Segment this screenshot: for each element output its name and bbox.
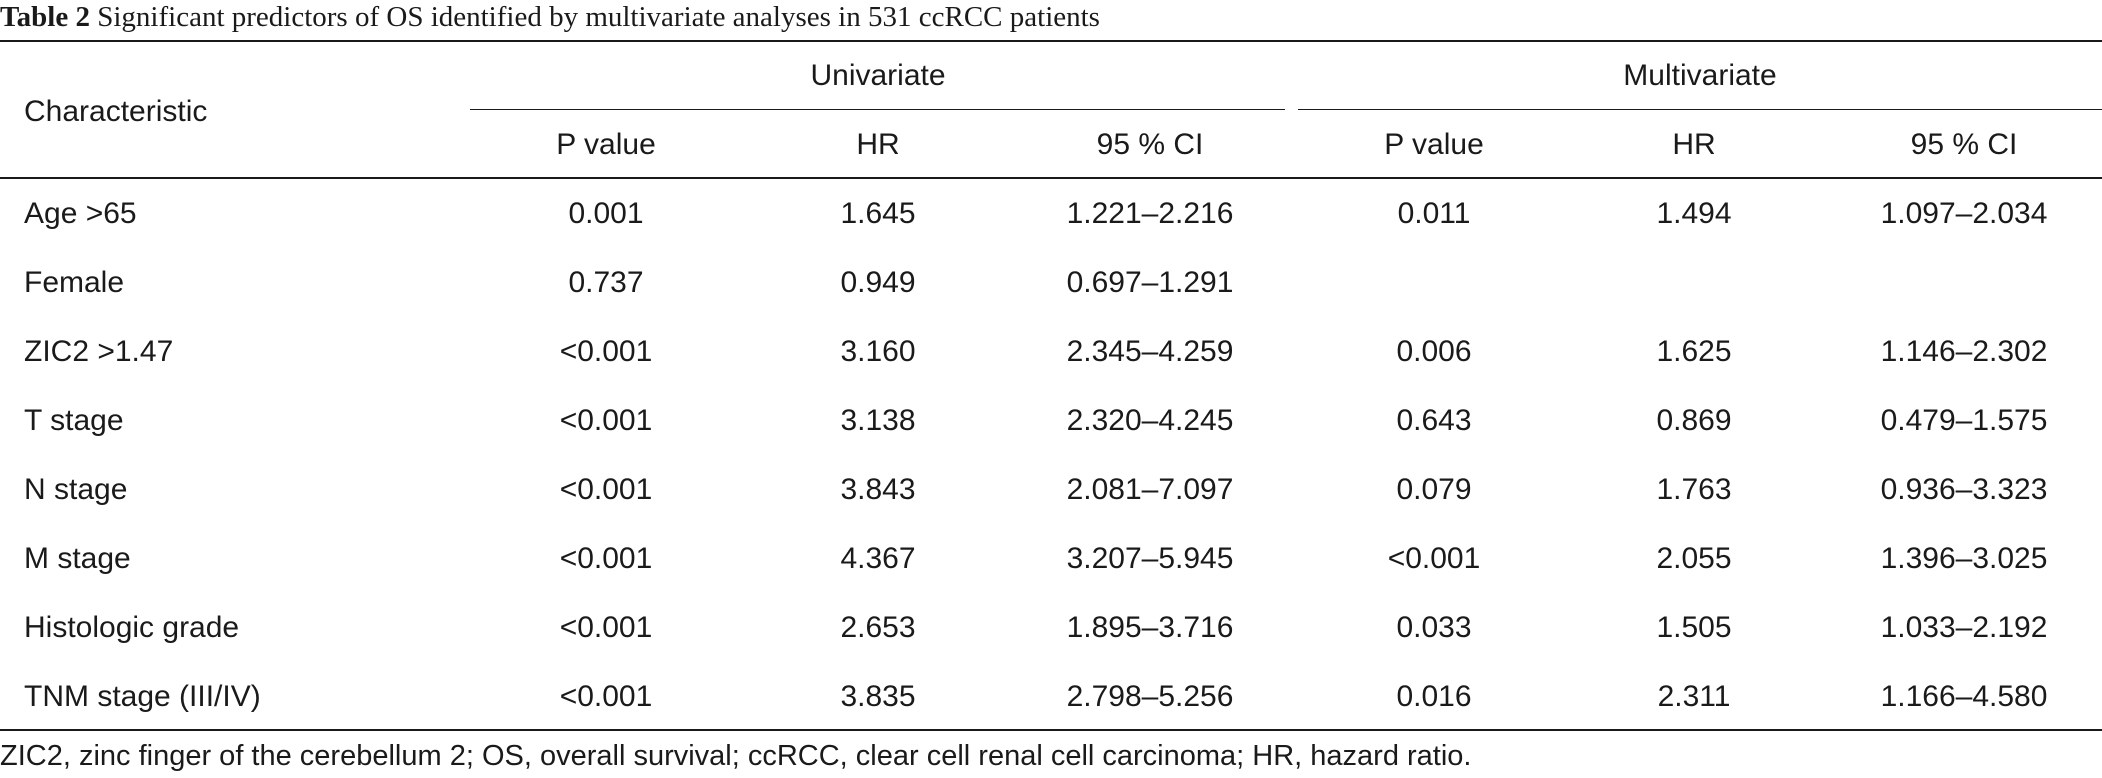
table-caption: Table 2 Significant predictors of OS ide…	[0, 0, 1100, 38]
row-label: Histologic grade	[24, 611, 240, 644]
cell-multi-p-value: 0.643	[1396, 404, 1472, 437]
univariate-group-rule	[470, 109, 1285, 110]
cell-multi-hr: 1.505	[1656, 611, 1732, 644]
cell-multi-hr: 2.055	[1656, 542, 1732, 575]
row-label: M stage	[24, 542, 131, 575]
table-bottom-rule	[0, 729, 2102, 731]
header-bottom-rule	[0, 177, 2102, 179]
cell-multi-ci: 1.097–2.034	[1880, 197, 2048, 230]
header-uni-hr: HR	[856, 128, 900, 161]
cell-uni-p-value: <0.001	[559, 335, 653, 368]
header-multi-p-value: P value	[1384, 128, 1484, 161]
cell-multi-p-value: <0.001	[1387, 542, 1481, 575]
cell-uni-ci: 0.697–1.291	[1066, 266, 1234, 299]
cell-uni-p-value: <0.001	[559, 542, 653, 575]
cell-multi-ci: 1.146–2.302	[1880, 335, 2048, 368]
cell-multi-hr: 1.625	[1656, 335, 1732, 368]
row-label: Age >65	[24, 197, 137, 230]
cell-uni-hr: 4.367	[840, 542, 916, 575]
multivariate-group-rule	[1298, 109, 2102, 110]
cell-multi-hr: 1.763	[1656, 473, 1732, 506]
cell-multi-p-value: 0.011	[1397, 197, 1471, 230]
cell-multi-ci: 1.396–3.025	[1880, 542, 2048, 575]
header-multivariate: Multivariate	[1623, 59, 1777, 92]
cell-uni-hr: 2.653	[840, 611, 916, 644]
cell-multi-p-value: 0.016	[1396, 680, 1472, 713]
cell-multi-p-value: 0.006	[1396, 335, 1472, 368]
cell-multi-p-value: 0.079	[1396, 473, 1472, 506]
cell-multi-ci: 1.166–4.580	[1880, 680, 2048, 713]
header-multi-ci: 95 % CI	[1910, 128, 2018, 161]
table-top-rule	[0, 40, 2102, 42]
table-caption-text: Significant predictors of OS identified …	[90, 1, 1100, 33]
cell-uni-ci: 1.221–2.216	[1066, 197, 1234, 230]
cell-uni-hr: 1.645	[840, 197, 916, 230]
cell-multi-hr: 2.311	[1657, 680, 1731, 713]
cell-uni-ci: 2.320–4.245	[1066, 404, 1234, 437]
cell-uni-p-value: 0.001	[568, 197, 644, 230]
cell-multi-hr: 0.869	[1656, 404, 1732, 437]
cell-uni-ci: 2.345–4.259	[1066, 335, 1234, 368]
cell-multi-hr: 1.494	[1656, 197, 1732, 230]
cell-uni-ci: 3.207–5.945	[1066, 542, 1234, 575]
cell-multi-ci: 0.936–3.323	[1880, 473, 2048, 506]
cell-uni-p-value: <0.001	[559, 404, 653, 437]
cell-multi-p-value: 0.033	[1396, 611, 1472, 644]
cell-uni-ci: 2.798–5.256	[1066, 680, 1234, 713]
cell-uni-p-value: <0.001	[559, 611, 653, 644]
header-uni-p-value: P value	[556, 128, 656, 161]
header-univariate: Univariate	[810, 59, 946, 92]
row-label: ZIC2 >1.47	[24, 335, 174, 368]
cell-uni-hr: 3.843	[840, 473, 916, 506]
cell-uni-p-value: 0.737	[568, 266, 644, 299]
header-uni-ci: 95 % CI	[1096, 128, 1204, 161]
cell-uni-ci: 2.081–7.097	[1066, 473, 1234, 506]
table-caption-label: Table 2	[0, 1, 90, 33]
cell-uni-hr: 0.949	[840, 266, 916, 299]
cell-uni-p-value: <0.001	[559, 473, 653, 506]
cell-multi-ci: 0.479–1.575	[1880, 404, 2048, 437]
cell-uni-ci: 1.895–3.716	[1066, 611, 1234, 644]
table-footnote: ZIC2, zinc finger of the cerebellum 2; O…	[0, 740, 1472, 772]
header-multi-hr: HR	[1672, 128, 1716, 161]
cell-uni-hr: 3.160	[840, 335, 916, 368]
cell-multi-ci: 1.033–2.192	[1880, 611, 2048, 644]
row-label: N stage	[24, 473, 128, 506]
row-label: Female	[24, 266, 125, 299]
row-label: T stage	[24, 404, 124, 437]
row-label: TNM stage (III/IV)	[24, 680, 261, 713]
cell-uni-p-value: <0.001	[559, 680, 653, 713]
cell-uni-hr: 3.835	[840, 680, 916, 713]
cell-uni-hr: 3.138	[840, 404, 916, 437]
header-characteristic: Characteristic	[24, 95, 208, 128]
